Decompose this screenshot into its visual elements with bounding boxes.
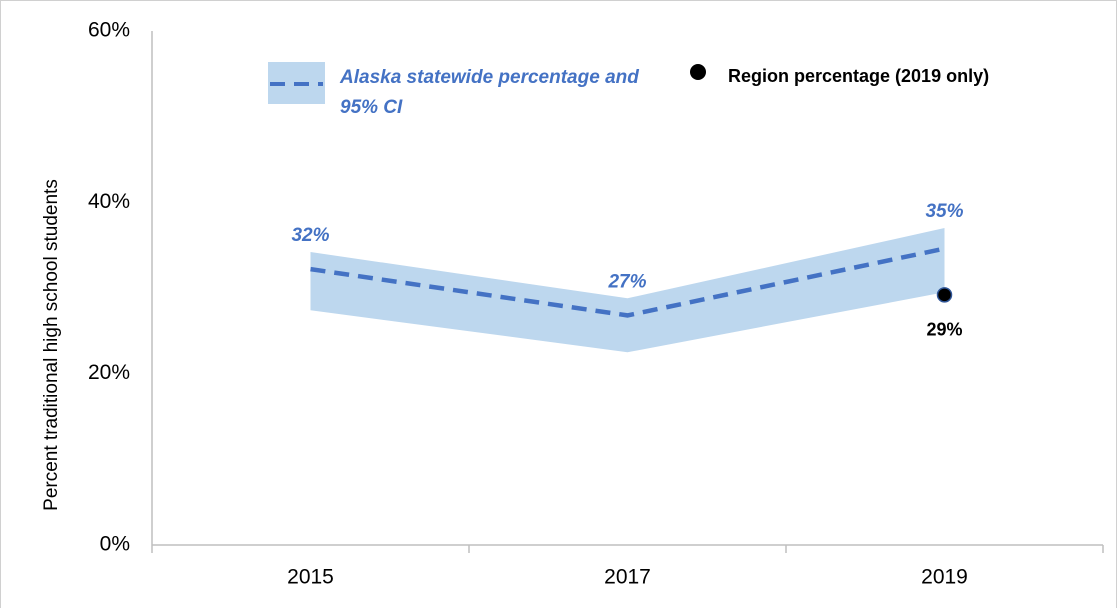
legend-label: Alaska statewide percentage and 95% CI — [339, 67, 639, 118]
ci-band — [310, 228, 945, 353]
data-label: 32% — [291, 225, 329, 246]
y-tick-label: 20% — [88, 361, 130, 384]
y-tick-label: 0% — [100, 533, 130, 556]
y-tick-label: 60% — [88, 19, 130, 42]
region-dot — [936, 287, 953, 303]
y-tick-label: 40% — [88, 190, 130, 213]
y-axis-label: Percent traditional high school students — [41, 179, 62, 511]
statewide-line — [310, 246, 945, 318]
data-label: 27% — [607, 271, 646, 292]
x-tick-label: 2019 — [921, 566, 968, 589]
region-label: 29% — [926, 320, 962, 340]
data-label: 35% — [925, 201, 963, 222]
legend-dot — [690, 64, 706, 80]
x-tick-label: 2017 — [604, 566, 651, 589]
x-tick-label: 2015 — [287, 566, 334, 589]
legend-label: Region percentage (2019 only) — [728, 66, 989, 86]
